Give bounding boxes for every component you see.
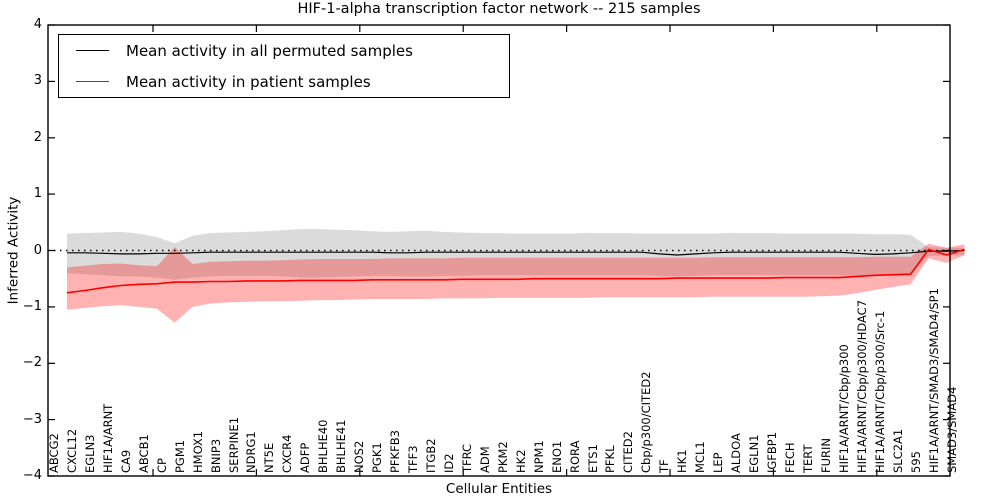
x-tick-label: FECH [782, 442, 797, 473]
x-tick-label: BHLHE41 [334, 419, 349, 474]
x-tick-label: SLC2A1 [890, 428, 905, 473]
x-axis-label: Cellular Entities [445, 481, 553, 497]
x-tick-label: ITGB2 [423, 438, 438, 473]
x-tick-label: ALDOA [729, 433, 744, 473]
x-tick-label: SERPINE1 [226, 416, 241, 473]
x-tick-label: HIF1A/ARNT/Cbp/p300/Src-1 [872, 310, 887, 473]
patient-line-swatch-icon [76, 81, 109, 82]
x-tick-label: HIF1A/ARNT/Cbp/p300/HDAC7 [854, 299, 869, 473]
x-tick-label: BNIP3 [208, 438, 223, 473]
x-tick-label: TFF3 [406, 445, 420, 473]
x-tick-label: IGFBP1 [765, 431, 779, 473]
x-tick-label: CP [154, 458, 169, 473]
x-tick-label: NT5E [262, 442, 277, 473]
chart-title: HIF-1-alpha transcription factor network… [297, 1, 701, 17]
x-tick-label: Cbp/p300/CITED2 [639, 371, 654, 473]
x-tick-label: 595 [908, 451, 923, 473]
x-tick-label: RORA [567, 440, 582, 473]
x-tick-label: CXCR4 [280, 434, 295, 473]
legend-entry-permuted: Mean activity in all permuted samples [59, 35, 509, 66]
legend-entry-patient: Mean activity in patient samples [59, 66, 509, 97]
x-tick-label: NDRG1 [244, 431, 259, 473]
x-tick-label: BHLHE40 [316, 419, 331, 474]
y-tick-label: −3 [22, 411, 42, 427]
x-tick-label: SMAD3/SMAD4 [944, 386, 959, 473]
x-tick-label: ADM [477, 446, 492, 473]
y-tick-label: 4 [33, 17, 42, 32]
x-tick-label: ENO1 [549, 440, 564, 473]
y-tick-label: −1 [22, 298, 42, 314]
y-tick-label: −4 [22, 468, 42, 483]
x-tick-label: HMOX1 [190, 430, 205, 473]
y-tick-label: 0 [33, 242, 42, 258]
x-tick-label: EGLN1 [747, 434, 762, 473]
x-tick-label: CITED2 [621, 431, 636, 473]
x-tick-label: CA9 [118, 449, 133, 473]
permuted-line-swatch-icon [76, 50, 109, 51]
x-tick-label: HK1 [675, 449, 690, 473]
x-tick-label: PGK1 [370, 442, 385, 473]
x-tick-label: TF [657, 459, 672, 473]
x-tick-label: NPM1 [531, 440, 546, 473]
x-tick-label: CXCL12 [64, 428, 79, 473]
x-tick-label: PKM2 [495, 441, 510, 473]
legend-label-permuted: Mean activity in all permuted samples [126, 41, 413, 60]
x-tick-label: EGLN3 [82, 434, 97, 473]
y-tick-label: 3 [33, 73, 42, 89]
x-tick-label: ETS1 [585, 444, 600, 473]
x-tick-label: HK2 [513, 449, 528, 473]
x-tick-label: PGM1 [172, 439, 187, 473]
y-tick-label: −2 [22, 355, 42, 371]
x-tick-label: HIF1A/ARNT/SMAD3/SMAD4/SP1 [926, 288, 941, 473]
legend: Mean activity in all permuted samples Me… [58, 34, 510, 98]
x-tick-label: ID2 [441, 453, 456, 473]
x-tick-label: TFRC [459, 443, 474, 473]
x-tick-label: TERT [800, 444, 815, 473]
y-tick-label: 2 [33, 129, 42, 145]
x-tick-label: NOS2 [352, 440, 367, 473]
legend-label-patient: Mean activity in patient samples [126, 72, 371, 91]
x-tick-label: HIF1A/ARNT [100, 403, 115, 473]
x-tick-label: MCL1 [693, 441, 708, 473]
y-tick-label: 1 [33, 186, 42, 202]
x-tick-label: FURIN [818, 437, 833, 473]
x-tick-label: ABCG2 [47, 433, 61, 473]
x-tick-label: ADFP [298, 442, 313, 473]
x-tick-label: PFKL [603, 445, 618, 474]
x-tick-label: HIF1A/ARNT/Cbp/p300 [836, 344, 851, 473]
x-tick-label: ABCB1 [136, 434, 151, 473]
x-tick-label: LEP [711, 452, 726, 473]
x-tick-label: PFKFB3 [388, 430, 403, 473]
